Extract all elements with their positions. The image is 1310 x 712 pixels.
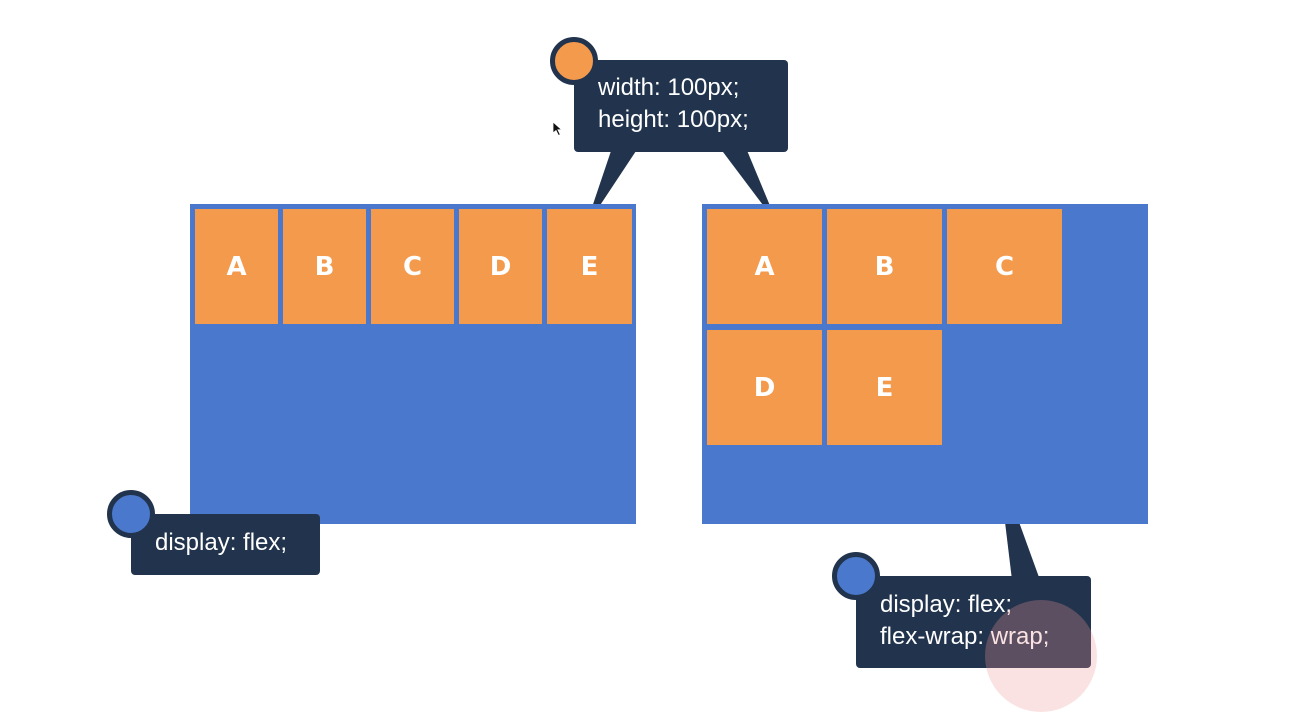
flex-item-d: D [459, 209, 542, 324]
callout-flex-wrap: display: flex; flex-wrap: wrap; [856, 576, 1091, 668]
wrap-item-a: A [707, 209, 822, 324]
mouse-cursor-icon [552, 121, 563, 137]
flex-container-nowrap: A B C D E [190, 204, 636, 524]
callout-dot-blue-right [832, 552, 880, 600]
wrap-item-e: E [827, 330, 942, 445]
callout-flex-wrap-line-2: flex-wrap: wrap; [880, 623, 1050, 650]
callout-flex: display: flex; [131, 514, 320, 575]
flex-item-b: B [283, 209, 366, 324]
click-highlight [985, 600, 1097, 712]
flex-item-c: C [371, 209, 454, 324]
flex-item-a: A [195, 209, 278, 324]
flex-container-wrap: A B C D E [702, 204, 1148, 524]
callout-item-size-line-2: height: 100px; [598, 106, 749, 133]
callout-dot-blue-left [107, 490, 155, 538]
wrap-item-b: B [827, 209, 942, 324]
callout-flex-line-1: display: flex; [155, 529, 288, 556]
wrap-item-c: C [947, 209, 1062, 324]
wrap-item-d: D [707, 330, 822, 445]
callout-flex-wrap-line-1: display: flex; [880, 591, 1013, 618]
flex-item-e: E [547, 209, 632, 324]
callout-item-size: width: 100px; height: 100px; [574, 60, 788, 152]
callout-item-size-line-1: width: 100px; [598, 74, 740, 101]
callout-dot-orange [550, 37, 598, 85]
